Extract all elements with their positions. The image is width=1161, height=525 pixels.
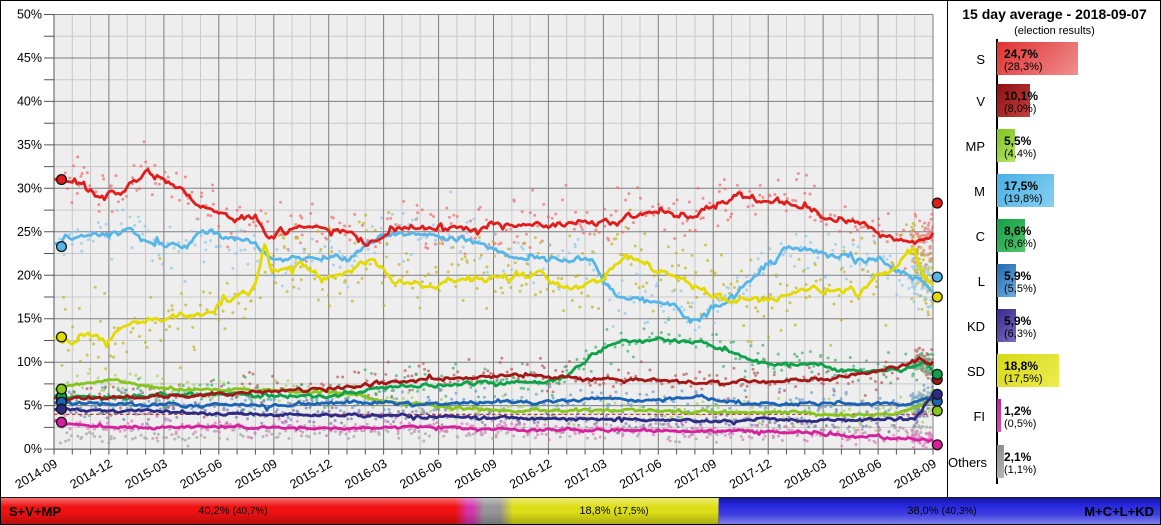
svg-text:30%: 30% — [17, 181, 42, 195]
svg-text:50%: 50% — [17, 8, 42, 22]
svg-text:25%: 25% — [17, 225, 42, 239]
svg-text:45%: 45% — [17, 51, 42, 65]
svg-text:10%: 10% — [17, 355, 42, 369]
svg-text:35%: 35% — [17, 138, 42, 152]
svg-text:40%: 40% — [17, 94, 42, 108]
svg-text:0%: 0% — [24, 442, 42, 456]
svg-text:5%: 5% — [24, 399, 42, 413]
svg-text:20%: 20% — [17, 268, 42, 282]
svg-text:15%: 15% — [17, 312, 42, 326]
